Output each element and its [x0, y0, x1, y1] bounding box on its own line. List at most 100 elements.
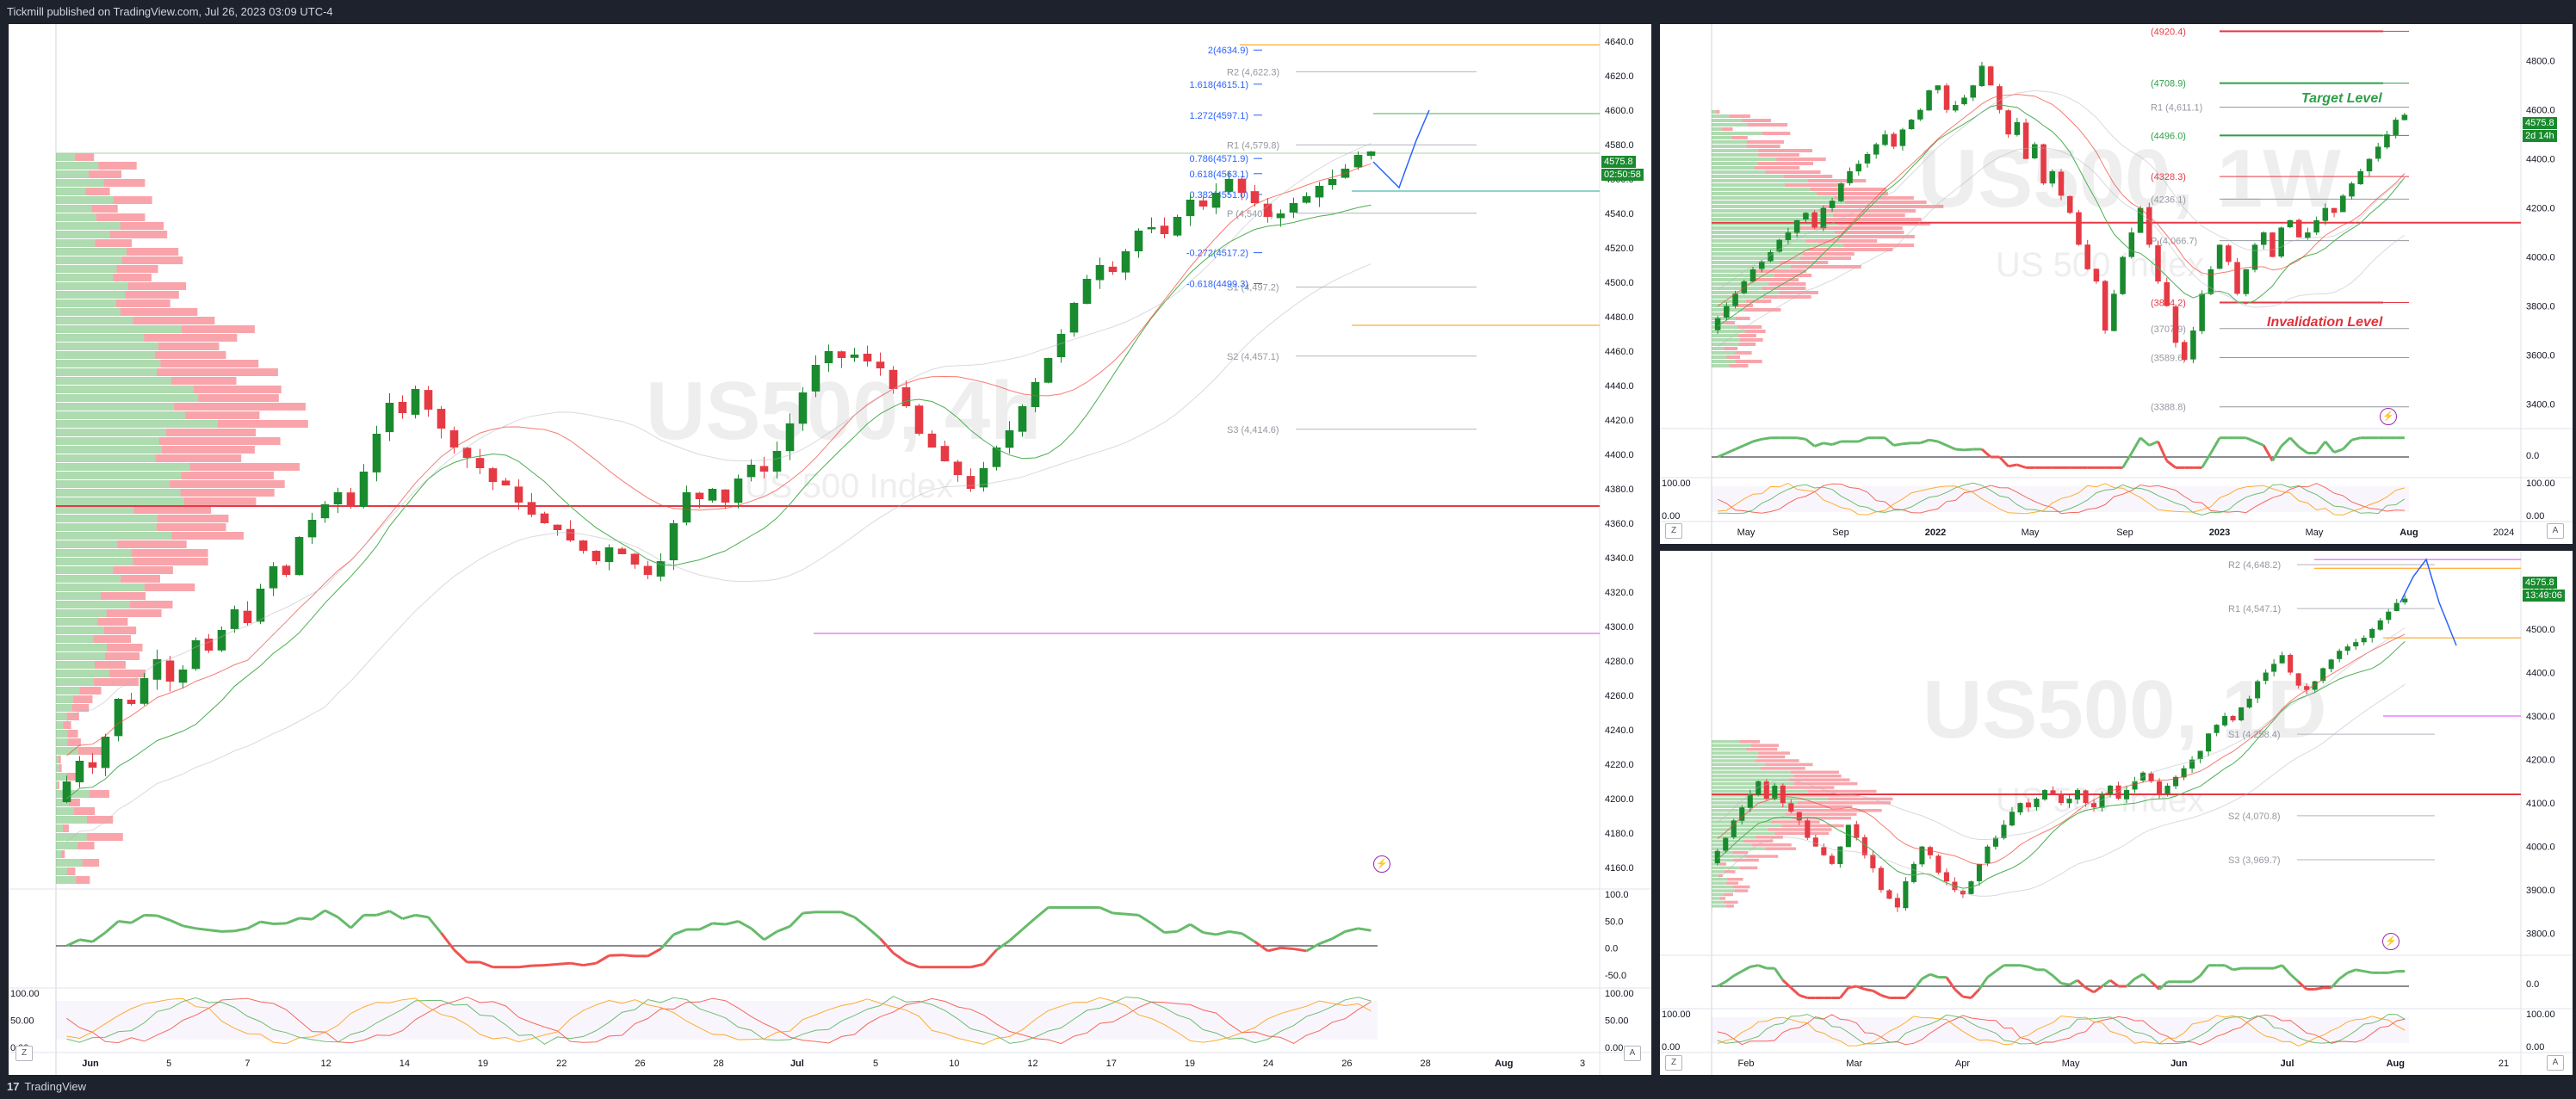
time-tick-label: Aug — [2387, 1059, 2405, 1069]
volume-profile-bar-buy — [1712, 256, 1801, 260]
volume-profile-bar-buy — [56, 256, 122, 264]
time-tick-label: 2024 — [2493, 528, 2514, 538]
ma-line-red — [1717, 94, 2406, 307]
volume-profile-bar-sell — [1737, 334, 1756, 337]
candle-body — [2017, 803, 2023, 812]
rsi-line-segment — [1790, 986, 1800, 997]
rsi-line-segment — [866, 926, 882, 940]
candle-body — [346, 492, 356, 506]
chart-panel-1d[interactable]: US500, 1D US 500 Index 4600.04500.04400.… — [1660, 551, 2573, 1075]
rsi-line-segment — [1741, 966, 1751, 972]
volume-profile-bar-sell — [1788, 778, 1850, 781]
price-tick-label: 4100.0 — [2526, 799, 2555, 809]
candle-body — [811, 365, 820, 392]
rsi-axis-label: -50.0 — [1605, 971, 1626, 981]
zoom-button[interactable]: Z — [1665, 1055, 1682, 1071]
candle-body — [1173, 217, 1182, 236]
auto-scale-button[interactable]: A — [1624, 1046, 1641, 1061]
zoom-button[interactable]: Z — [1665, 523, 1682, 539]
chart-panel-1w[interactable]: US500, 1W US 500 Index 4800.0 4600.0 4400.… — [1660, 24, 2573, 544]
candle-body — [617, 548, 627, 554]
volume-profile-bar-sell — [189, 463, 300, 471]
candle-body — [1935, 85, 1941, 90]
volume-profile-bar-buy — [56, 334, 145, 342]
rsi-line-segment — [1358, 927, 1372, 932]
ma-line-green — [1717, 104, 2406, 327]
volume-profile-bar-buy — [1712, 744, 1751, 747]
volume-profile-bar-sell — [1724, 321, 1736, 324]
price-tick-label: 4160.0 — [1605, 863, 1634, 874]
candle-body — [1763, 781, 1769, 800]
candle-body — [1903, 881, 1909, 909]
rsi-line-segment — [2314, 986, 2324, 991]
pivot-level-label: S2 (4,457.1) — [1227, 352, 1279, 362]
candle-body — [385, 403, 394, 433]
zoom-button[interactable]: Z — [15, 1046, 33, 1061]
volume-profile-bar-sell — [1716, 110, 1720, 114]
volume-profile-bar-sell — [95, 239, 133, 247]
volume-profile-bar-buy — [1712, 175, 1784, 178]
candle-body — [2066, 799, 2072, 804]
chart-canvas-1w[interactable]: 4800.0 4600.0 4400.0 4200.0 4000.0 3800.0 3600… — [1660, 24, 2573, 544]
candle-body — [2040, 144, 2047, 184]
volume-profile-bar-sell — [1790, 770, 1839, 774]
volume-profile-bar-buy — [56, 575, 121, 583]
volume-profile-bar-sell — [198, 394, 279, 402]
volume-profile-bar-buy — [56, 446, 162, 454]
volume-profile-bar-sell — [161, 446, 255, 454]
auto-scale-button[interactable]: A — [2547, 523, 2564, 539]
volume-profile-bar-sell — [1810, 188, 1886, 191]
volume-profile-bar-sell — [1718, 874, 1723, 877]
volume-profile-bar-sell — [1792, 805, 1853, 808]
candle-body — [2402, 598, 2408, 602]
volume-profile-bar-buy — [1712, 261, 1780, 264]
candle-body — [204, 639, 214, 651]
volume-profile-bar-sell — [76, 876, 90, 884]
candle-body — [2025, 802, 2032, 808]
volume-profile-bar-sell — [85, 188, 110, 195]
chart-canvas-4h[interactable]: 4640.04620.04600.04580.04560.04540.04520… — [9, 24, 1651, 1075]
candle-body — [75, 761, 84, 783]
volume-profile-bar-sell — [1828, 797, 1893, 801]
volume-profile-bar-sell — [1745, 855, 1779, 858]
candle-body — [2128, 232, 2135, 257]
fib-level-label: 1.618(4615.1) — [1190, 80, 1249, 90]
volume-profile-bar-sell — [117, 540, 187, 548]
rsi-line-segment — [2044, 968, 2054, 978]
candle-body — [2190, 330, 2196, 360]
candle-body — [2102, 281, 2108, 331]
rsi-line-segment — [2271, 445, 2282, 462]
auto-scale-button[interactable]: A — [2547, 1055, 2564, 1071]
footer-brand: TradingView — [24, 1080, 87, 1093]
price-tick-label: 4500.0 — [2526, 625, 2555, 635]
volume-profile-bar-buy — [56, 196, 114, 204]
rsi-line-segment — [91, 931, 107, 943]
volume-profile-bar-buy — [56, 437, 160, 445]
volume-profile-bar-buy — [1712, 847, 1766, 850]
event-bolt-icon[interactable]: ⚡ — [1373, 855, 1390, 873]
chart-panel-4h[interactable]: US500, 4h US 500 Index 4640.0 4620.0 4600.… — [9, 24, 1651, 1075]
rsi-line-segment — [221, 929, 235, 933]
volume-profile-bar-sell — [1758, 153, 1799, 157]
candle-body — [2288, 654, 2294, 673]
volume-profile-bar-sell — [1724, 900, 1738, 905]
volume-profile-bar-sell — [170, 377, 237, 385]
candle-body — [2312, 681, 2318, 690]
stoch-axis-label: 50.00 — [1605, 1016, 1629, 1027]
volume-profile-bar-buy — [1712, 778, 1789, 781]
rsi-line-segment — [1964, 448, 1973, 452]
rsi-axis-label: 50.0 — [1605, 917, 1623, 927]
volume-profile-bar-sell — [98, 162, 137, 170]
candle-body — [2304, 686, 2310, 690]
rsi-line-segment — [737, 920, 752, 930]
volume-profile-bar-buy — [56, 291, 126, 299]
volume-profile-bar-sell — [1765, 170, 1821, 174]
event-bolt-icon[interactable]: ⚡ — [2382, 933, 2400, 950]
time-tick-label: 14 — [399, 1059, 410, 1069]
candle-body — [2111, 293, 2117, 331]
volume-profile-bar-sell — [1800, 256, 1852, 260]
volume-profile-bar-buy — [1712, 866, 1740, 870]
candle-body — [1910, 863, 1917, 882]
chart-canvas-1d[interactable]: 4600.04500.04400.04300.04200.04100.04000… — [1660, 551, 2573, 1075]
event-bolt-icon[interactable]: ⚡ — [2380, 408, 2397, 425]
